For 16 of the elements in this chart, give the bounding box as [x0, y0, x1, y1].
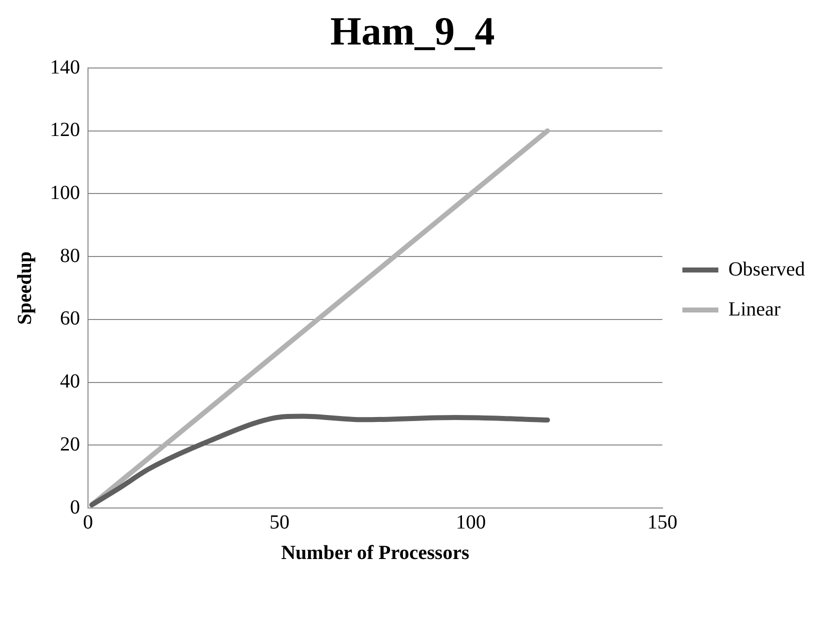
y-tick-label: 120: [50, 119, 80, 142]
x-axis-title: Number of Processors: [281, 542, 470, 564]
y-tick-label: 100: [50, 182, 80, 204]
x-tick-label: 100: [456, 511, 486, 534]
y-axis-title: Speedup: [14, 251, 36, 325]
y-tick-label: 140: [50, 56, 80, 78]
y-tick-label: 20: [60, 433, 80, 456]
x-tick-label: 50: [269, 511, 290, 534]
x-tick-label: 150: [647, 511, 678, 534]
y-tick-label: 60: [60, 308, 80, 330]
chart-title: Ham_9_4: [330, 8, 495, 54]
legend-label: Observed: [728, 258, 805, 280]
y-tick-label: 0: [70, 496, 80, 518]
legend-label: Linear: [728, 298, 781, 320]
y-tick-label: 40: [60, 370, 80, 393]
y-tick-label: 80: [60, 244, 80, 267]
